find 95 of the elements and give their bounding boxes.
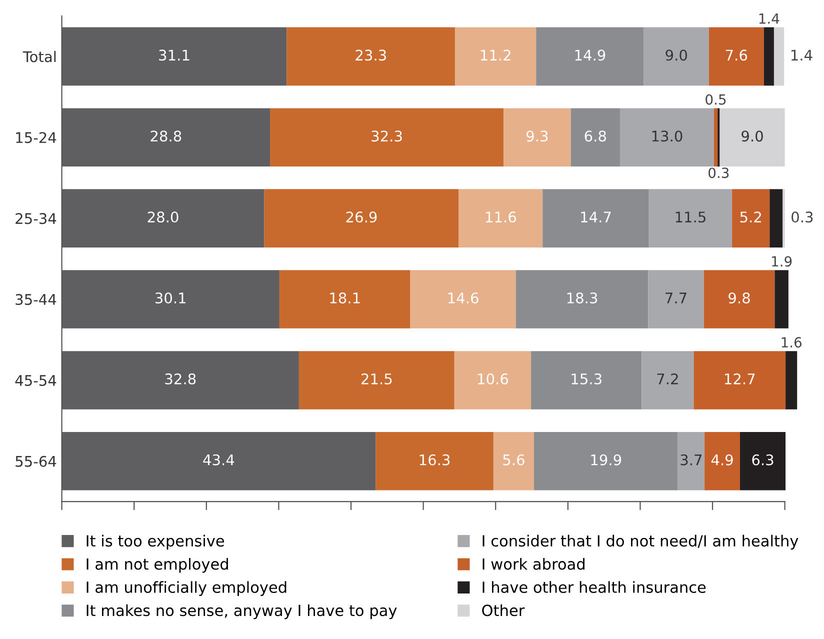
data-label: 28.0 <box>148 212 178 223</box>
bar <box>570 108 620 167</box>
bar <box>708 27 764 86</box>
y-tick-label: 35-44 <box>16 294 56 306</box>
data-label: 18.3 <box>567 292 598 304</box>
data-label: 3.7 <box>680 454 702 466</box>
bar <box>694 351 786 410</box>
bar <box>264 189 459 248</box>
bar <box>774 27 784 86</box>
bar <box>286 27 456 86</box>
y-tick-label: 45-54 <box>15 375 56 386</box>
data-label: 0.5 <box>706 94 726 105</box>
bar <box>516 270 648 328</box>
data-label: 1.6 <box>782 337 802 348</box>
data-label: 43.4 <box>203 454 234 466</box>
data-label: 9.8 <box>728 292 750 304</box>
bar <box>620 108 714 167</box>
data-label: 6.3 <box>752 454 774 466</box>
legend-label: It makes no sense, anyway I have to pay <box>86 604 397 620</box>
data-label: 14.7 <box>581 212 611 222</box>
bar <box>786 351 798 410</box>
data-label: 0.3 <box>792 212 813 223</box>
data-label: 31.1 <box>159 50 190 61</box>
data-label: 7.7 <box>666 292 686 304</box>
bar <box>648 270 704 328</box>
bar <box>531 351 642 410</box>
legend-label: I consider that I do not need/I am healthy <box>482 534 798 550</box>
bar <box>279 270 410 328</box>
bar <box>704 270 775 328</box>
bar <box>678 432 705 490</box>
bar <box>298 351 454 410</box>
bar <box>644 27 709 86</box>
data-label: 19.9 <box>591 454 622 466</box>
bar <box>714 108 718 167</box>
data-label: 14.6 <box>448 292 478 304</box>
data-label: 23.3 <box>356 50 386 61</box>
data-label: 5.2 <box>740 212 761 223</box>
data-label: 14.9 <box>575 50 606 61</box>
data-label: 5.6 <box>503 454 524 466</box>
bar <box>454 351 532 410</box>
data-label: 12.7 <box>724 373 755 384</box>
bar <box>648 189 732 248</box>
data-label: 7.6 <box>726 50 748 61</box>
bar <box>764 27 774 86</box>
data-label: 4.9 <box>711 454 733 466</box>
data-label: 1.9 <box>772 256 792 267</box>
data-label: 13.0 <box>652 130 682 142</box>
data-label: 9.3 <box>526 130 548 142</box>
data-label: 1.4 <box>791 50 812 60</box>
legend-label: I am unofficially employed <box>86 581 286 596</box>
y-tick-label: Total <box>22 50 56 62</box>
bar <box>270 108 504 167</box>
data-label: 26.9 <box>346 212 377 223</box>
legend-label: I am not employed <box>86 558 228 573</box>
bar <box>504 108 571 167</box>
data-label: 28.8 <box>150 130 182 142</box>
bar <box>774 270 788 328</box>
legend-label: Other <box>482 604 525 616</box>
data-label: 1.4 <box>759 13 780 24</box>
data-label: 32.3 <box>372 130 402 142</box>
legend-label: I work abroad <box>482 558 584 570</box>
data-label: 6.8 <box>584 130 606 142</box>
legend-label: I have other health insurance <box>482 581 706 593</box>
bar <box>704 432 740 490</box>
bar <box>534 432 678 490</box>
data-label: 18.1 <box>330 292 360 304</box>
bar <box>410 270 516 328</box>
bar <box>770 189 783 248</box>
data-label: 0.3 <box>708 168 729 178</box>
data-label: 11.6 <box>486 212 516 223</box>
bar <box>542 189 649 248</box>
data-label: 16.3 <box>420 454 450 466</box>
bar <box>720 108 785 167</box>
data-label: 10.6 <box>478 373 508 384</box>
bar <box>458 189 543 248</box>
bar <box>642 351 694 410</box>
bar <box>536 27 644 86</box>
data-label: 15.3 <box>572 373 602 384</box>
data-label: 32.8 <box>165 373 196 384</box>
bar <box>376 432 494 490</box>
bar <box>732 189 770 248</box>
legend-label: It is too expensive <box>86 534 224 550</box>
data-label: 11.5 <box>676 212 706 223</box>
bar <box>740 432 786 490</box>
data-label: 11.2 <box>480 50 510 60</box>
bar <box>493 432 534 490</box>
data-label: 9.0 <box>666 50 687 61</box>
data-label: 7.2 <box>657 373 678 384</box>
data-label: 21.5 <box>362 373 392 384</box>
y-tick-label: 25-34 <box>16 213 56 224</box>
y-tick-label: 15-24 <box>16 132 56 144</box>
y-tick-label: 55-64 <box>16 456 56 467</box>
data-label: 30.1 <box>155 292 186 304</box>
bar <box>455 27 536 86</box>
data-label: 9.0 <box>742 130 763 142</box>
